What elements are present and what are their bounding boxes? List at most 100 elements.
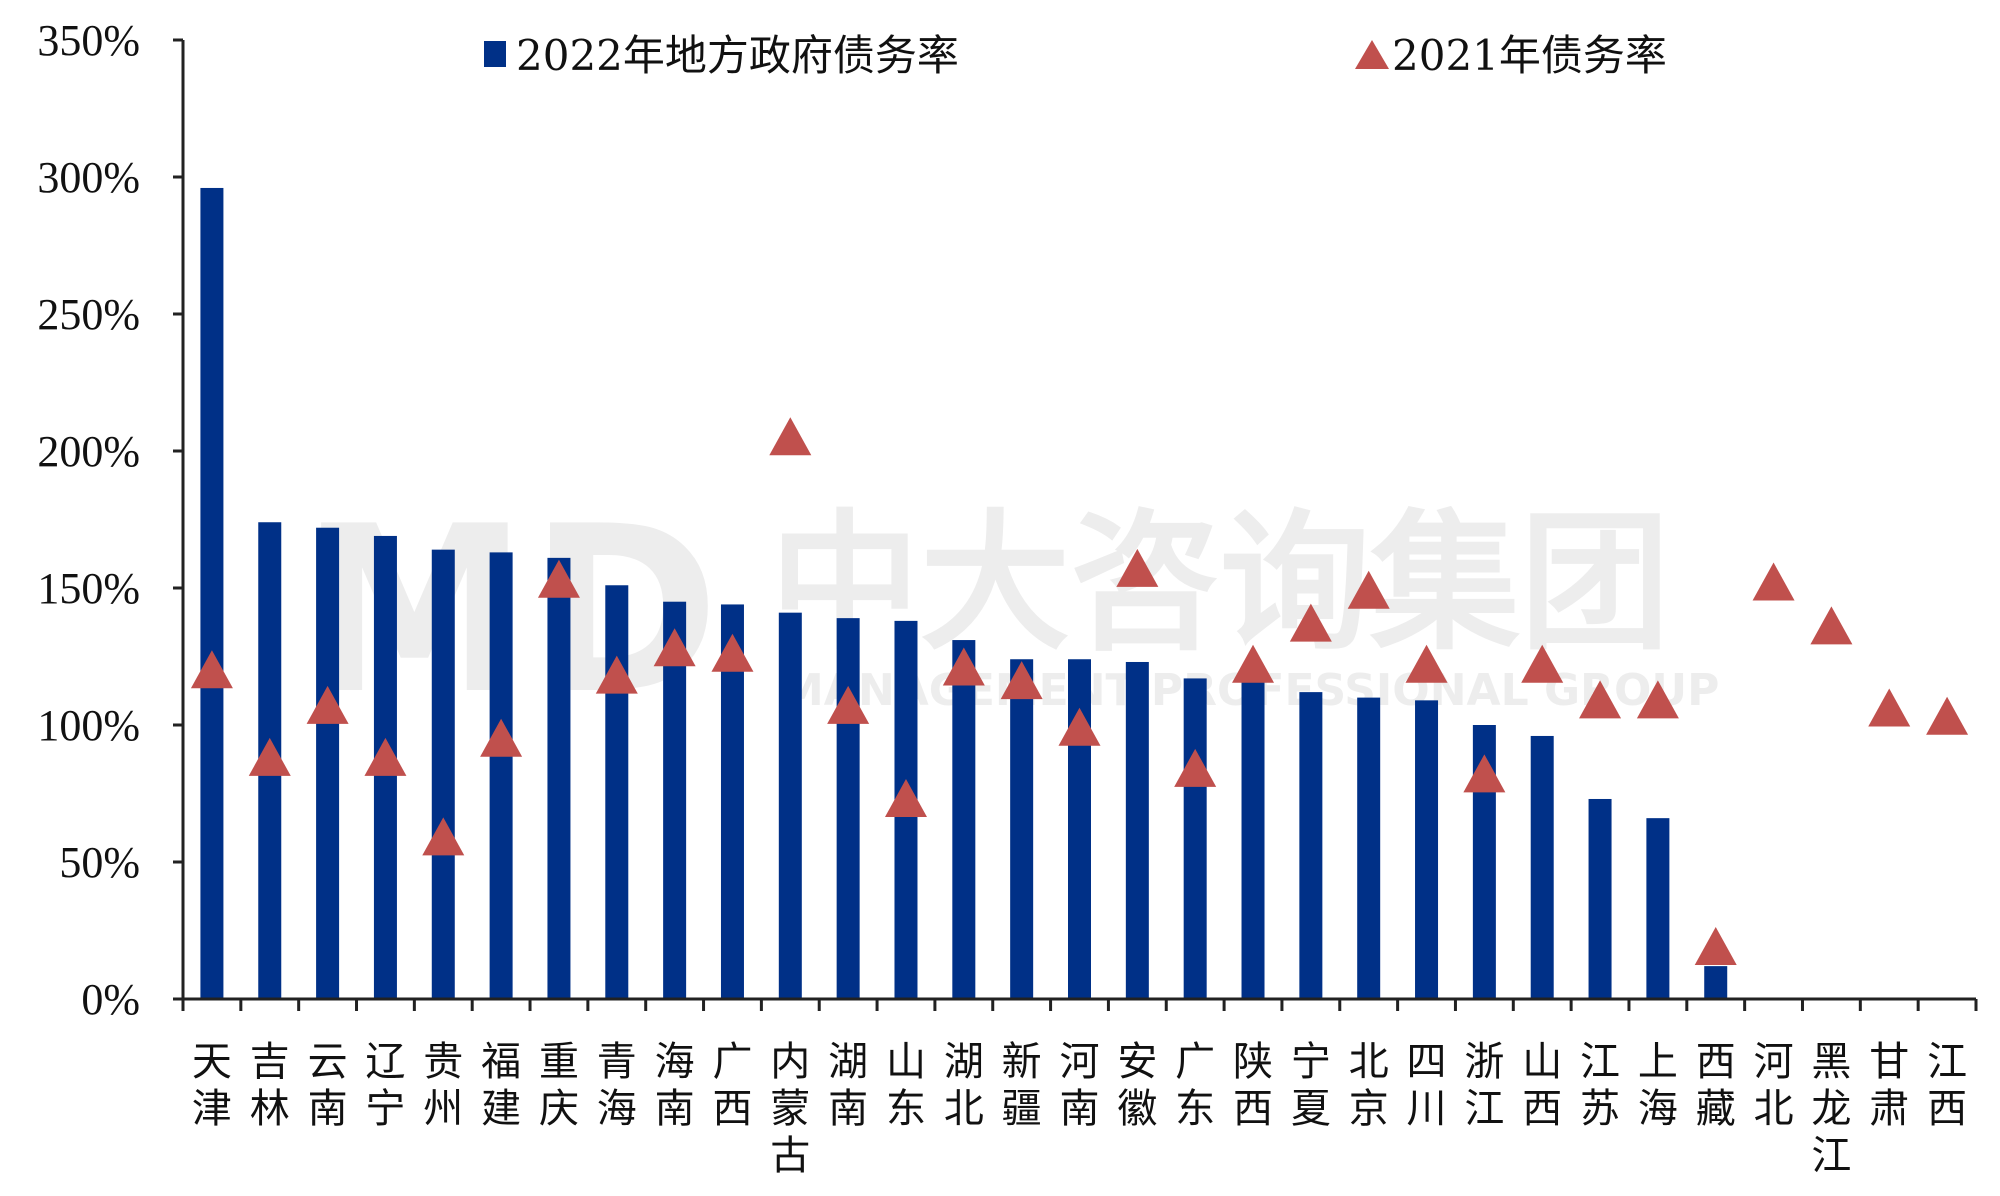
y-tick-label: 0% xyxy=(81,975,140,1024)
y-tick-label: 50% xyxy=(59,838,140,887)
x-tick-label: 江西 xyxy=(1927,1039,1967,1132)
x-tick-label: 海南 xyxy=(655,1039,695,1132)
triangle-西藏 xyxy=(1694,926,1737,965)
bar-广西 xyxy=(720,604,744,999)
watermark-cn: 中大咨询集团 xyxy=(770,497,1670,671)
bar-山西 xyxy=(1530,735,1554,999)
triangle-江苏 xyxy=(1579,680,1622,719)
x-tick-label: 吉林 xyxy=(250,1039,290,1132)
bar-福建 xyxy=(489,552,513,999)
x-tick-label: 上海 xyxy=(1638,1039,1678,1132)
x-tick-label: 江苏 xyxy=(1580,1039,1620,1132)
bar-海南 xyxy=(663,601,687,999)
bar-上海 xyxy=(1646,818,1670,999)
x-tick-label: 宁夏 xyxy=(1291,1039,1331,1132)
x-tick-label: 陕西 xyxy=(1233,1039,1273,1132)
bar-青海 xyxy=(605,585,629,999)
triangle-海南 xyxy=(653,628,696,667)
triangle-重庆 xyxy=(537,559,580,598)
bar-天津 xyxy=(200,187,224,999)
triangle-河北 xyxy=(1752,562,1795,601)
triangle-广东 xyxy=(1174,748,1217,787)
triangle-北京 xyxy=(1347,570,1390,609)
bar-湖南 xyxy=(836,618,860,999)
triangle-河南 xyxy=(1058,707,1101,746)
triangle-广西 xyxy=(711,633,754,672)
legend-triangle-swatch xyxy=(1355,40,1389,69)
x-tick-label: 四川 xyxy=(1407,1039,1447,1132)
triangle-黑龙江 xyxy=(1810,606,1853,645)
x-tick-label: 北京 xyxy=(1349,1039,1389,1132)
triangle-内蒙古 xyxy=(769,417,812,456)
x-tick-label: 湖南 xyxy=(828,1039,868,1132)
bar-宁夏 xyxy=(1299,692,1323,999)
x-tick-label: 黑龙江 xyxy=(1811,1039,1851,1179)
triangle-新疆 xyxy=(1000,661,1043,700)
x-tick-label: 山东 xyxy=(886,1039,926,1132)
x-tick-label: 福建 xyxy=(481,1039,521,1132)
legend: 2022年地方政府债务率 2021年债务率 xyxy=(484,31,1667,80)
triangle-贵州 xyxy=(422,817,465,856)
legend-bar-swatch xyxy=(484,41,506,67)
x-tick-label: 新疆 xyxy=(1002,1039,1042,1132)
x-tick-label: 内蒙古 xyxy=(770,1039,810,1179)
triangle-江西 xyxy=(1926,696,1969,735)
bar-湖北 xyxy=(952,640,976,999)
y-tick-label: 200% xyxy=(37,427,140,476)
triangle-福建 xyxy=(480,718,523,757)
legend-triangle-label: 2021年债务率 xyxy=(1392,31,1667,80)
x-tick-label: 山西 xyxy=(1522,1039,1562,1132)
y-tick-label: 100% xyxy=(37,701,140,750)
triangle-天津 xyxy=(190,650,233,689)
bar-四川 xyxy=(1415,700,1439,999)
y-tick-label: 150% xyxy=(37,564,140,613)
x-tick-label: 安徽 xyxy=(1117,1039,1157,1132)
triangle-山西 xyxy=(1521,644,1564,683)
bar-重庆 xyxy=(547,557,571,999)
x-tick-label: 河南 xyxy=(1060,1039,1100,1132)
x-tick-label: 西藏 xyxy=(1696,1039,1736,1132)
bar-云南 xyxy=(316,527,340,999)
triangle-湖南 xyxy=(827,685,870,724)
triangle-吉林 xyxy=(248,737,291,776)
triangle-宁夏 xyxy=(1289,603,1332,642)
triangle-辽宁 xyxy=(364,737,407,776)
y-tick-label: 250% xyxy=(37,290,140,339)
x-tick-label: 浙江 xyxy=(1464,1039,1504,1132)
bar-陕西 xyxy=(1241,681,1265,999)
triangle-上海 xyxy=(1636,680,1679,719)
x-tick-label: 湖北 xyxy=(944,1039,984,1132)
legend-bar-label: 2022年地方政府债务率 xyxy=(516,31,959,80)
bar-广东 xyxy=(1183,678,1207,999)
x-tick-label: 云南 xyxy=(308,1039,348,1132)
bar-series xyxy=(200,187,1728,999)
bar-北京 xyxy=(1357,697,1381,999)
x-tick-label: 重庆 xyxy=(539,1039,579,1132)
triangle-山东 xyxy=(884,778,927,817)
y-tick-label: 300% xyxy=(37,153,140,202)
bar-江苏 xyxy=(1588,798,1612,999)
x-tick-label: 贵州 xyxy=(423,1039,463,1132)
bar-内蒙古 xyxy=(778,612,802,999)
x-axis: 天津吉林云南辽宁贵州福建重庆青海海南广西内蒙古湖南山东湖北新疆河南安徽广东陕西宁… xyxy=(181,997,1978,1179)
triangle-青海 xyxy=(595,655,638,694)
bar-贵州 xyxy=(431,549,455,999)
bar-新疆 xyxy=(1010,659,1034,999)
triangle-云南 xyxy=(306,685,349,724)
triangle-陕西 xyxy=(1232,644,1275,683)
triangle-安徽 xyxy=(1116,548,1159,587)
x-tick-label: 辽宁 xyxy=(365,1039,405,1132)
triangle-浙江 xyxy=(1463,754,1506,793)
bar-西藏 xyxy=(1704,966,1728,999)
watermark: MD 中大咨询集团 MANAGEMENT PROFESSIONAL GROUP xyxy=(300,478,1719,745)
triangle-湖北 xyxy=(942,647,985,686)
x-tick-label: 甘肃 xyxy=(1869,1039,1909,1132)
bar-安徽 xyxy=(1125,661,1149,999)
triangle-series xyxy=(190,417,1969,965)
x-tick-label: 河北 xyxy=(1754,1039,1794,1132)
y-axis: 0% 50% 100% 150% 200% 250% 300% 350% xyxy=(37,16,185,1024)
triangle-四川 xyxy=(1405,644,1448,683)
x-tick-label: 天津 xyxy=(192,1039,232,1132)
y-tick-label: 350% xyxy=(37,16,140,65)
